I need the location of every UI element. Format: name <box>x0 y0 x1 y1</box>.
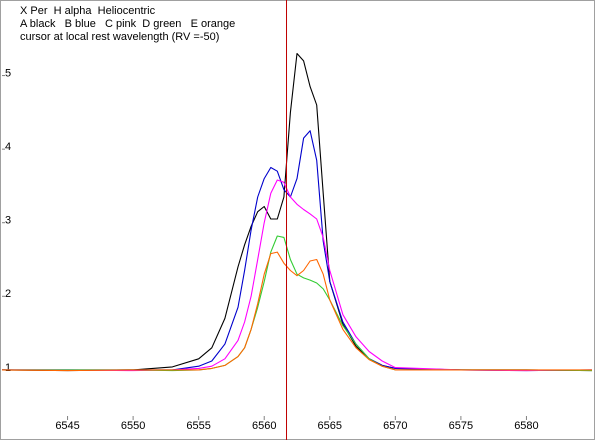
x-tick-label: 6555 <box>186 420 210 432</box>
spectrum-line <box>2 179 593 372</box>
y-tick-label: 5 <box>5 67 11 79</box>
spectrum-line <box>1 251 592 372</box>
x-tick-label: 6570 <box>383 420 407 432</box>
y-tick-label: 1 <box>5 362 11 374</box>
legend-note: A black B blue C pink D green E orange <box>20 18 235 30</box>
cursor-note: cursor at local rest wavelength (RV =-50… <box>20 31 219 43</box>
x-tick-label: 6550 <box>121 420 145 432</box>
y-tick-label: 4 <box>5 141 11 153</box>
x-tick-label: 6580 <box>514 420 538 432</box>
chart-title: X Per H alpha Heliocentric <box>20 5 156 17</box>
y-tick-label: 2 <box>5 288 11 300</box>
x-tick-label: 6545 <box>55 420 79 432</box>
x-tick-label: 6560 <box>252 420 276 432</box>
x-tick-label: 6565 <box>318 420 342 432</box>
y-tick-label: 3 <box>5 215 11 227</box>
x-tick-label: 6575 <box>449 420 473 432</box>
